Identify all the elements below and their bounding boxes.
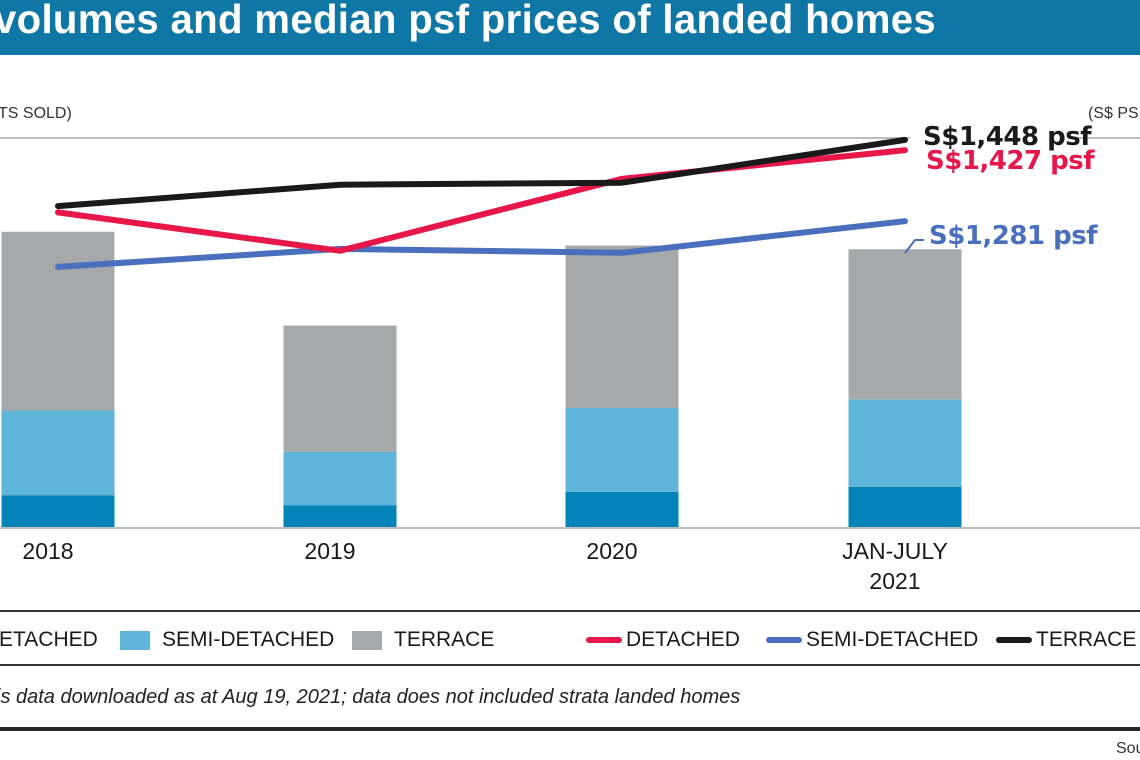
x-tick-label-line: 2020 [586,538,638,564]
legend-bar-semi-detached: SEMI-DETACHED [120,628,334,652]
semi-detached-line-swatch [766,637,802,643]
legend-line-terrace: TERRACE [996,628,1136,652]
title-bar: volumes and median psf prices of landed … [0,0,1140,55]
semi-detached-label-leader [904,239,924,254]
x-tick-label: 2020 [512,536,712,566]
x-tick-label: 2019 [230,536,430,566]
legend-label: SEMI-DETACHED [806,628,979,651]
bar-terrace-1 [283,325,397,452]
legend-label: TERRACE [394,628,495,651]
terrace-bar-swatch [352,630,382,650]
legend-bar-detached: ETACHED [0,628,98,652]
x-tick-label: 2018 [0,536,148,566]
footnote: is data downloaded as at Aug 19, 2021; d… [0,686,741,708]
bar-terrace-3 [848,249,962,400]
legend-line-detached: DETACHED [586,628,740,652]
legend-line-semi-detached: SEMI-DETACHED [766,628,978,652]
bottom-rule [0,727,1140,731]
x-tick-label-line: JAN-JULY [842,538,948,564]
detached-end-label: S$1,427 psf [926,146,1095,176]
bar-semi-detached-1 [283,451,397,506]
line-semi-detached [55,218,908,270]
line-terrace [55,136,908,210]
x-tick-label: JAN-JULY 2021 [795,536,995,596]
right-axis-label: (S$ PSF [1088,105,1140,122]
chart-plot [0,136,1140,529]
legend-bar-terrace: TERRACE [352,628,494,652]
semi-detached-end-label: S$1,281 psf [929,221,1098,251]
detached-line-swatch [586,637,622,643]
chart-title: volumes and median psf prices of landed … [0,0,937,42]
x-tick-label-line: 2021 [869,568,921,594]
legend-label: SEMI-DETACHED [162,628,335,651]
legend-top-rule [0,610,1140,612]
x-tick-label-line: 2018 [22,538,74,564]
bar-detached-2 [565,491,679,528]
legend-label: TERRACE [1036,628,1137,651]
bar-semi-detached-3 [848,399,962,487]
legend-label: DETACHED [626,628,740,651]
bar-terrace-0 [1,231,115,411]
bar-detached-1 [283,505,397,528]
legend-label: ETACHED [0,628,98,651]
x-tick-label-line: 2019 [304,538,356,564]
semi-detached-bar-swatch [120,630,150,650]
legend-bottom-rule [0,664,1140,666]
bar-semi-detached-2 [565,408,679,492]
terrace-line-swatch [996,637,1032,643]
line-detached [55,147,908,254]
terrace-end-label: S$1,448 psf [923,122,1092,152]
source-label: Sou [1116,740,1140,757]
bar-semi-detached-0 [1,410,115,496]
left-axis-label: TS SOLD) [0,105,72,122]
bar-detached-0 [1,495,115,528]
bar-detached-3 [848,486,962,528]
bar-terrace-2 [565,245,679,408]
